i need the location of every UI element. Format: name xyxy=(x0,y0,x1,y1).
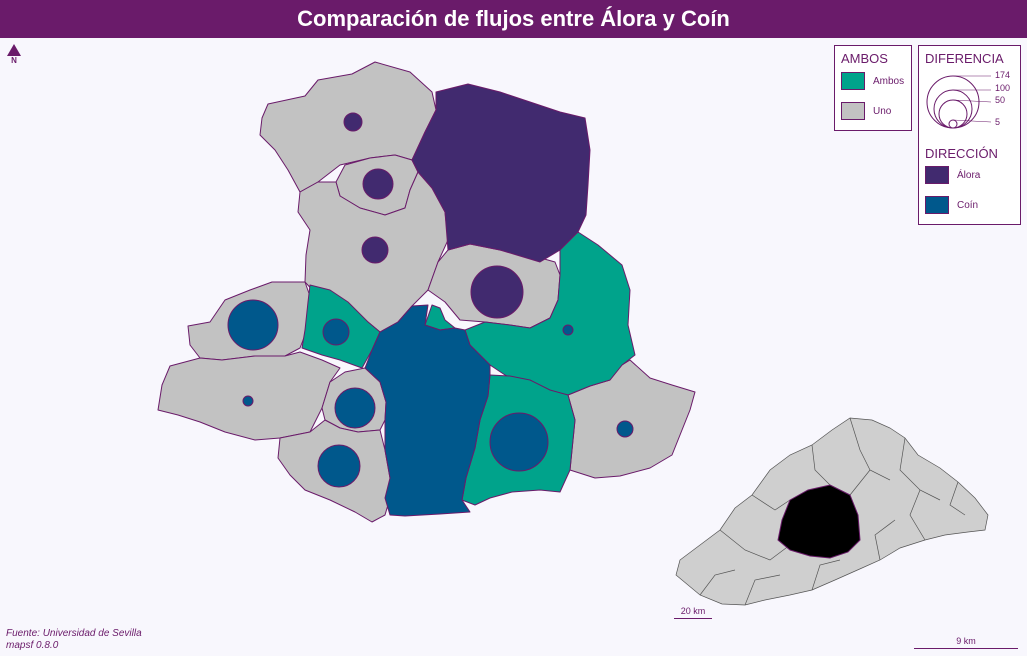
legend-ambos: AMBOS Ambos Uno xyxy=(834,45,912,131)
legend-ambos-title: AMBOS xyxy=(841,51,888,66)
legend-value-5: 5 xyxy=(995,117,1001,127)
main-scale-bar xyxy=(914,646,1018,649)
legend-circles xyxy=(926,75,992,129)
circle-coin-6 xyxy=(616,420,634,438)
main-scale-label: 9 km xyxy=(956,636,976,646)
municipality-alora xyxy=(411,83,591,263)
legend-direccion-title: DIRECCIÓN xyxy=(925,146,998,161)
inset-scale: 20 km xyxy=(674,606,712,619)
circle-alora-3 xyxy=(361,236,389,264)
map-title: Comparación de flujos entre Álora y Coín xyxy=(0,0,1027,38)
inset-study-area xyxy=(777,484,861,559)
circle-alora-1 xyxy=(343,112,363,132)
circle-coin-8 xyxy=(317,444,361,488)
source-note: Fuente: Universidad de Sevilla mapsf 0.8… xyxy=(6,628,142,652)
municipality-coin xyxy=(364,304,491,517)
inset-map xyxy=(675,417,989,606)
circle-coin-5 xyxy=(334,387,376,429)
circle-coin-3 xyxy=(562,324,574,336)
source-line-2: mapsf 0.8.0 xyxy=(6,640,59,651)
legend-ambos-label: Ambos xyxy=(873,76,905,87)
legend-coin-swatch xyxy=(925,196,949,214)
legend-value-100: 100 xyxy=(995,83,1011,93)
north-arrow-icon xyxy=(7,44,21,56)
circle-alora-4 xyxy=(470,265,524,319)
legend-diferencia-direccion: DIFERENCIA 174 100 50 5 DIRECCIÓN Álora … xyxy=(918,45,1021,225)
circle-alora-2 xyxy=(362,168,394,200)
inset-scale-label: 20 km xyxy=(680,606,706,616)
legend-uno-label: Uno xyxy=(873,106,892,117)
inset-scale-bar xyxy=(674,616,712,619)
north-arrow: N xyxy=(6,44,22,72)
legend-value-174: 174 xyxy=(995,70,1011,80)
circle-coin-7 xyxy=(489,412,549,472)
source-line-1: Fuente: Universidad de Sevilla xyxy=(6,628,142,639)
circle-coin-1 xyxy=(227,299,279,351)
circle-coin-2 xyxy=(322,318,350,346)
legend-ambos-swatch xyxy=(841,72,865,90)
circle-coin-4 xyxy=(242,395,254,407)
legend-value-50: 50 xyxy=(995,95,1006,105)
legend-circle-5 xyxy=(948,119,958,129)
legend-alora-swatch xyxy=(925,166,949,184)
main-scale: 9 km xyxy=(914,636,1018,649)
legend-uno-swatch xyxy=(841,102,865,120)
legend-alora-label: Álora xyxy=(957,170,981,181)
legend-diferencia-title: DIFERENCIA xyxy=(925,51,1004,66)
legend-coin-label: Coín xyxy=(957,200,979,211)
north-label: N xyxy=(11,56,17,65)
